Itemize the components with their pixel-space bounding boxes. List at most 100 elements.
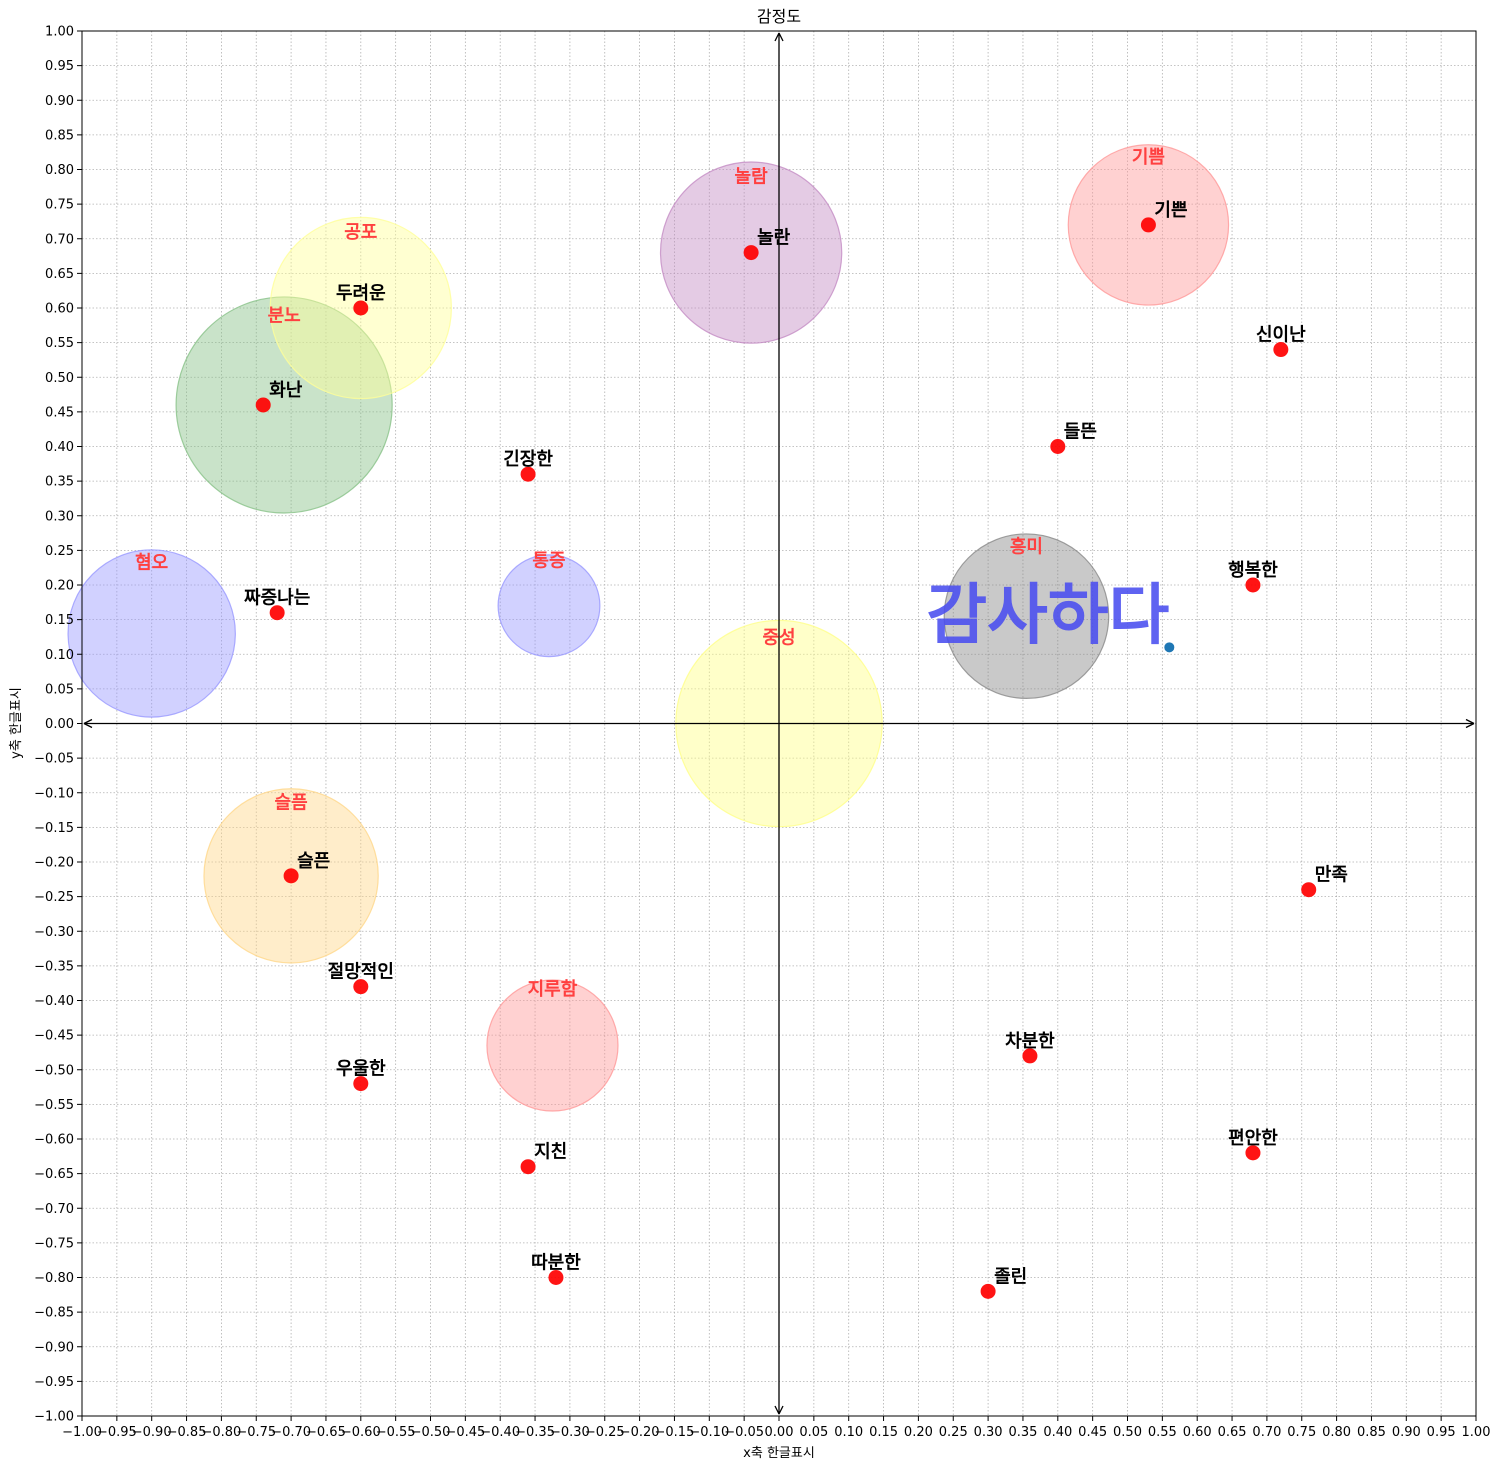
x-tick-label: −0.60 <box>341 1425 381 1440</box>
x-tick-label: −0.85 <box>167 1425 207 1440</box>
x-tick-label: −0.70 <box>271 1425 311 1440</box>
y-tick-label: −0.75 <box>34 1236 74 1251</box>
x-tick-label: 0.10 <box>834 1425 863 1440</box>
x-tick-label: −0.45 <box>445 1425 485 1440</box>
cluster-circle <box>67 549 236 718</box>
emotion-point <box>743 245 759 261</box>
x-tick-label: 0.70 <box>1252 1425 1281 1440</box>
emotion-point <box>1140 217 1156 233</box>
y-axis-arrowheads <box>774 32 784 1415</box>
emotion-point <box>980 1283 996 1299</box>
emotion-point <box>269 605 285 621</box>
emotion-point-label: 들뜬 <box>1064 422 1097 443</box>
x-tick-label: 0.85 <box>1357 1425 1386 1440</box>
x-tick-label: −0.50 <box>411 1425 451 1440</box>
cluster-circle <box>497 554 601 658</box>
x-tick-label: −0.25 <box>585 1425 625 1440</box>
cluster-label: 놀람 <box>735 166 769 187</box>
y-tick-label: −1.00 <box>34 1410 74 1425</box>
y-tick-label: 0.25 <box>45 544 74 559</box>
y-tick-label: 0.55 <box>45 336 74 351</box>
y-tick-label: −0.40 <box>34 994 74 1009</box>
emotion-point-label: 긴장한 <box>503 449 553 470</box>
y-tick-label: 0.90 <box>45 94 74 109</box>
x-tick-label: −0.55 <box>376 1425 416 1440</box>
y-tick-label: 0.75 <box>45 198 74 213</box>
emotion-point-label: 두려운 <box>336 283 386 304</box>
y-tick-label: 0.10 <box>45 648 74 663</box>
emotion-point <box>1245 577 1261 593</box>
y-axis-label: y축 한글표시 <box>9 687 24 759</box>
x-tick-label: −0.05 <box>724 1425 764 1440</box>
x-tick-label: 0.05 <box>799 1425 828 1440</box>
x-tick-label: −0.10 <box>689 1425 729 1440</box>
y-tick-label: −0.30 <box>34 925 74 940</box>
x-tick-label: 0.80 <box>1322 1425 1351 1440</box>
emotion-point-label: 따분한 <box>531 1253 581 1274</box>
y-tick-label: −0.35 <box>34 959 74 974</box>
emotion-point <box>1050 439 1066 454</box>
y-tick-label: 0.05 <box>45 682 74 697</box>
emotion-point-label: 놀란 <box>757 228 791 249</box>
y-tick-label: 0.30 <box>45 509 74 524</box>
emotion-point-label: 차분한 <box>1005 1031 1055 1052</box>
y-tick-label: 0.35 <box>45 475 74 490</box>
y-tick-label: 1.00 <box>45 25 74 40</box>
cluster-label: 중성 <box>762 628 795 649</box>
x-tick-label: −0.65 <box>306 1425 346 1440</box>
cluster-circle <box>175 296 393 514</box>
emotion-point-label: 화난 <box>269 380 303 401</box>
x-tick-label: −1.00 <box>62 1425 102 1440</box>
x-tick-label: 0.95 <box>1427 1425 1456 1440</box>
emotion-point <box>1301 882 1317 898</box>
highlight-word-label: 감사하다 <box>926 576 1169 653</box>
cluster-label: 흥미 <box>1010 535 1043 557</box>
y-tick-label: −0.25 <box>34 890 74 905</box>
y-tick-label: −0.90 <box>34 1340 74 1355</box>
y-tick-label: −0.15 <box>34 821 74 836</box>
x-tick-label: 0.20 <box>904 1425 933 1440</box>
y-tick-label: 0.95 <box>45 59 74 74</box>
x-tick-label: 0.90 <box>1392 1425 1421 1440</box>
emotion-point-label: 지친 <box>534 1142 567 1163</box>
y-tick-label: 0.70 <box>45 232 74 247</box>
y-tick-label: −0.95 <box>34 1375 74 1390</box>
y-tick-label: −0.45 <box>34 1029 74 1044</box>
x-tick-label: −0.15 <box>655 1425 695 1440</box>
x-tick-label: −0.90 <box>132 1425 172 1440</box>
cluster-label: 기쁨 <box>1132 147 1165 168</box>
y-tick-label: 0.15 <box>45 613 74 628</box>
y-tick-label: −0.05 <box>34 752 74 767</box>
y-tick-label: 0.20 <box>45 579 74 594</box>
x-tick-label: 0.40 <box>1043 1425 1072 1440</box>
y-tick-label: −0.80 <box>34 1271 74 1286</box>
x-tick-label: 0.35 <box>1008 1425 1037 1440</box>
x-tick-label: 1.00 <box>1462 1425 1491 1440</box>
y-tick-label: 0.60 <box>45 302 74 317</box>
cluster-circle <box>486 979 619 1112</box>
emotion-point-label: 슬픈 <box>297 851 330 872</box>
x-tick-label: −0.95 <box>97 1425 137 1440</box>
x-tick-label: −0.35 <box>515 1425 555 1440</box>
x-tick-label: −0.20 <box>620 1425 660 1440</box>
cluster-label: 슬픔 <box>275 792 308 813</box>
highlight-point <box>1164 642 1175 653</box>
y-tick-label: −0.85 <box>34 1306 74 1321</box>
y-tick-label: 0.65 <box>45 267 74 282</box>
data-points <box>255 217 1317 1299</box>
x-axis-label: x축 한글표시 <box>743 1446 815 1461</box>
x-tick-label: −0.40 <box>480 1425 520 1440</box>
x-tick-label: 0.25 <box>939 1425 968 1440</box>
x-tick-label: 0.55 <box>1148 1425 1177 1440</box>
y-tick-label: −0.10 <box>34 786 74 801</box>
emotion-point-label: 짜증나는 <box>244 588 310 609</box>
x-tick-label: 0.60 <box>1183 1425 1212 1440</box>
y-tick-label: −0.60 <box>34 1133 74 1148</box>
emotion-point <box>353 1076 369 1092</box>
cluster-label: 혐오 <box>135 552 168 574</box>
emotion-point <box>255 397 271 413</box>
x-tick-label: 0.15 <box>869 1425 898 1440</box>
